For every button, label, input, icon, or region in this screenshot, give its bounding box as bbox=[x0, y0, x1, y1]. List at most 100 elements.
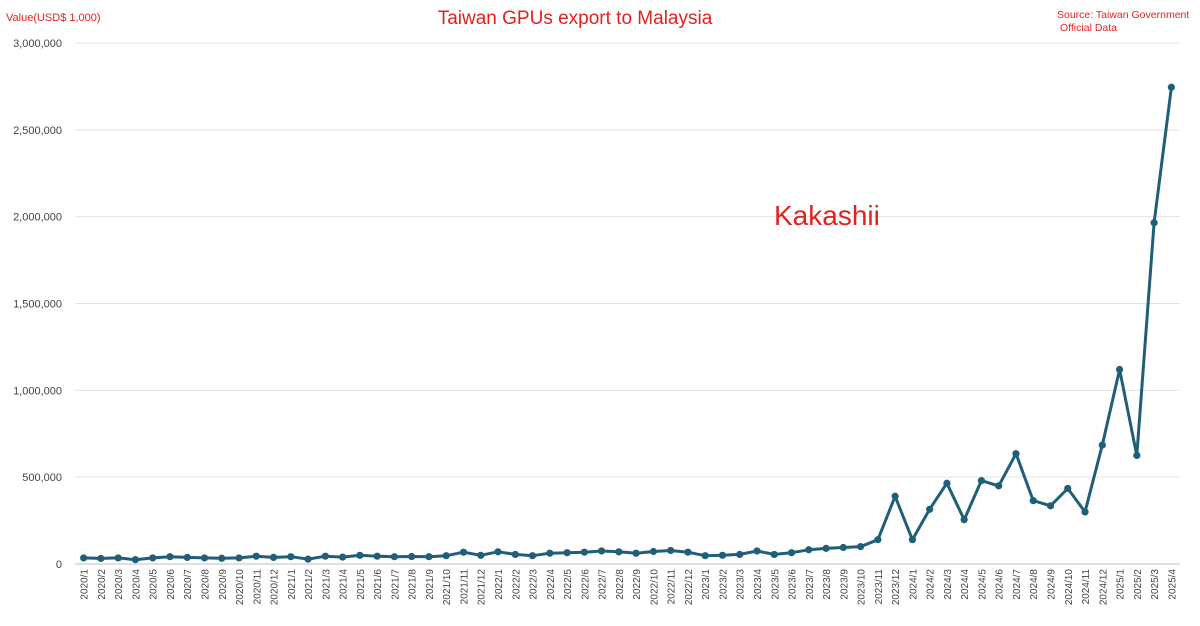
data-point bbox=[943, 479, 951, 487]
data-point bbox=[287, 553, 295, 561]
data-point bbox=[546, 549, 554, 557]
data-point bbox=[667, 546, 675, 555]
x-tick-label: 2020/8 bbox=[200, 569, 211, 600]
data-point bbox=[511, 550, 519, 559]
x-tick-label: 2023/12 bbox=[891, 569, 902, 606]
data-point bbox=[598, 547, 606, 555]
x-tick-label: 2023/7 bbox=[805, 569, 816, 600]
data-point bbox=[787, 549, 796, 557]
x-tick-label: 2023/2 bbox=[718, 569, 729, 600]
x-tick-label: 2020/10 bbox=[235, 569, 246, 606]
series-line bbox=[83, 87, 1173, 562]
data-point bbox=[701, 552, 709, 560]
data-point bbox=[563, 549, 571, 557]
data-point bbox=[1150, 219, 1158, 227]
source-line-2: Official Data bbox=[1060, 22, 1117, 34]
y-tick-label: 1,000,000 bbox=[13, 385, 62, 397]
x-tick-label: 2023/4 bbox=[753, 569, 764, 600]
data-point bbox=[1081, 508, 1089, 516]
x-tick-label: 2022/2 bbox=[511, 569, 522, 600]
source-line-1: Source: Taiwan Government bbox=[1057, 9, 1190, 21]
x-tick-label: 2023/5 bbox=[770, 569, 781, 600]
data-point bbox=[977, 477, 986, 485]
data-point bbox=[494, 548, 502, 556]
data-point bbox=[200, 554, 209, 562]
data-point bbox=[80, 554, 88, 562]
x-tick-label: 2024/5 bbox=[977, 569, 988, 600]
data-point bbox=[442, 552, 450, 560]
x-tick-label: 2022/7 bbox=[598, 569, 609, 600]
data-point bbox=[269, 553, 278, 562]
x-tick-label: 2024/2 bbox=[926, 569, 937, 600]
x-tick-label: 2020/4 bbox=[131, 569, 142, 600]
x-tick-label: 2020/5 bbox=[149, 569, 160, 600]
x-tick-label: 2022/1 bbox=[494, 569, 505, 600]
x-tick-label: 2024/6 bbox=[995, 569, 1006, 600]
x-tick-label: 2023/8 bbox=[822, 569, 833, 600]
x-tick-label: 2020/11 bbox=[252, 569, 263, 605]
x-tick-label: 2022/11 bbox=[667, 569, 678, 605]
y-axis-ticks: 0 500,000 1,000,000 1,500,000 2,000,000 2,500… bbox=[13, 38, 62, 571]
data-point bbox=[166, 553, 174, 561]
data-point bbox=[408, 552, 416, 561]
data-point bbox=[684, 548, 692, 556]
x-tick-label: 2022/12 bbox=[684, 569, 695, 606]
x-tick-label: 2025/4 bbox=[1167, 569, 1178, 600]
data-point bbox=[183, 553, 191, 562]
source-note: Source: Taiwan Government Official Data bbox=[1057, 9, 1197, 35]
data-point bbox=[1046, 502, 1055, 510]
x-tick-label: 2022/8 bbox=[615, 569, 626, 600]
data-point bbox=[1133, 451, 1141, 460]
data-point bbox=[425, 553, 433, 561]
data-point bbox=[1098, 441, 1106, 449]
data-point bbox=[856, 543, 865, 551]
y-tick-label: 3,000,000 bbox=[13, 38, 62, 50]
x-tick-label: 2024/9 bbox=[1047, 569, 1058, 600]
x-axis-ticks: 2020/1 2020/2 2020/3 2020/4 2020/5 2020/6 2020… bbox=[80, 569, 1179, 606]
data-point bbox=[891, 492, 899, 500]
x-tick-label: 2022/9 bbox=[632, 569, 643, 600]
data-point bbox=[339, 553, 347, 561]
x-tick-label: 2021/7 bbox=[390, 569, 401, 600]
x-tick-label: 2024/4 bbox=[960, 569, 971, 600]
gridlines bbox=[75, 42, 1180, 565]
x-tick-label: 2023/11 bbox=[874, 569, 885, 605]
data-point bbox=[356, 551, 364, 559]
x-tick-label: 2020/6 bbox=[166, 569, 177, 600]
data-point bbox=[459, 548, 468, 556]
data-point bbox=[390, 553, 399, 561]
x-tick-label: 2020/9 bbox=[218, 569, 229, 600]
x-tick-label: 2025/3 bbox=[1150, 569, 1161, 600]
x-tick-label: 2022/4 bbox=[546, 569, 557, 600]
data-point bbox=[839, 543, 847, 552]
x-tick-label: 2024/11 bbox=[1081, 569, 1092, 605]
x-tick-label: 2020/12 bbox=[270, 569, 281, 606]
data-point bbox=[770, 550, 778, 559]
x-tick-label: 2024/1 bbox=[908, 569, 919, 600]
data-point bbox=[1029, 497, 1037, 505]
x-tick-label: 2021/2 bbox=[304, 569, 315, 600]
data-point bbox=[615, 548, 623, 556]
x-tick-label: 2022/5 bbox=[563, 569, 574, 600]
data-point bbox=[960, 516, 968, 524]
data-point bbox=[304, 555, 312, 563]
data-point bbox=[131, 556, 140, 564]
data-point bbox=[649, 547, 657, 556]
data-point bbox=[528, 552, 537, 560]
data-point bbox=[632, 549, 640, 557]
data-point bbox=[736, 550, 744, 559]
x-tick-label: 2020/3 bbox=[114, 569, 125, 600]
x-tick-label: 2023/6 bbox=[788, 569, 799, 600]
x-tick-label: 2022/3 bbox=[529, 569, 540, 600]
x-tick-label: 2024/10 bbox=[1064, 569, 1075, 606]
x-tick-label: 2022/10 bbox=[649, 569, 660, 606]
x-tick-label: 2021/9 bbox=[425, 569, 436, 600]
data-point bbox=[149, 554, 157, 562]
data-point bbox=[373, 552, 381, 560]
x-tick-label: 2023/10 bbox=[857, 569, 868, 606]
x-tick-label: 2024/8 bbox=[1029, 569, 1040, 600]
data-point bbox=[252, 552, 260, 560]
x-tick-label: 2020/1 bbox=[80, 569, 91, 600]
data-point bbox=[926, 505, 934, 513]
